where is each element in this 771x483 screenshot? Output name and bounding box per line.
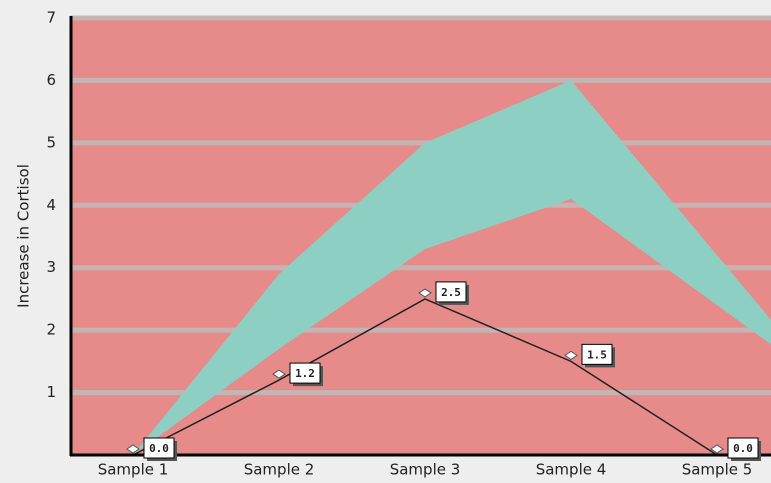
area-range	[133, 80, 771, 455]
label-box	[143, 437, 175, 459]
point	[272, 369, 286, 379]
value-label: 0.0	[149, 442, 169, 455]
y-tick-label: 5	[46, 133, 56, 151]
y-tick-label: 2	[46, 321, 56, 339]
y-axis-label: Increase in Cortisol	[15, 164, 33, 308]
point	[418, 288, 432, 298]
label-box	[289, 362, 321, 384]
label-box	[581, 343, 613, 365]
label-box	[727, 437, 759, 459]
x-tick-label: Sample 2	[244, 461, 315, 479]
value-label: 1.5	[587, 348, 607, 361]
y-tick-label: 3	[46, 258, 56, 276]
y-tick-label: 7	[46, 9, 56, 27]
label-box	[435, 281, 467, 303]
point	[126, 444, 140, 454]
x-tick-label: Sample 5	[682, 461, 753, 479]
point	[710, 444, 724, 454]
point	[564, 350, 578, 360]
y-tick-label: 1	[46, 383, 56, 401]
value-label: 2.5	[441, 286, 461, 299]
value-label: 1.2	[295, 367, 315, 380]
x-tick-label: Sample 3	[390, 461, 461, 479]
line	[132, 298, 718, 455]
y-tick-label: 6	[46, 71, 56, 89]
value-label: 0.0	[733, 442, 753, 455]
y-tick-label: 4	[46, 196, 56, 214]
plot	[132, 80, 771, 455]
x-tick-label: Sample 4	[536, 461, 607, 479]
x-tick-label: Sample 1	[98, 461, 169, 479]
